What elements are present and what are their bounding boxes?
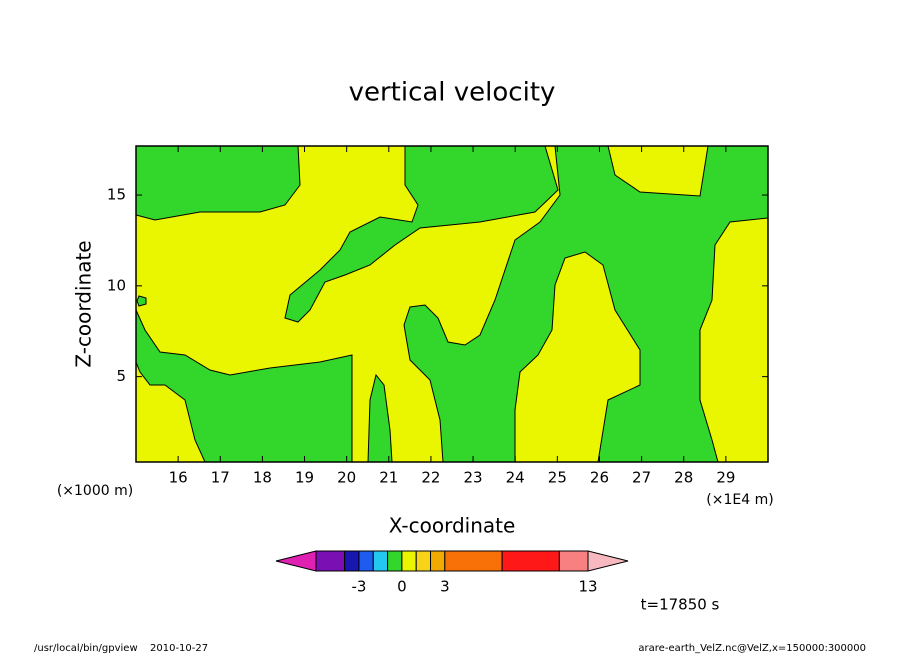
x-tick-label: 18 bbox=[253, 469, 272, 487]
x-axis-label: X-coordinate bbox=[389, 514, 516, 538]
colorbar-extension bbox=[587, 550, 629, 572]
colorbar-box bbox=[358, 550, 374, 572]
x-tick-label: 16 bbox=[169, 469, 188, 487]
x-tick-label: 23 bbox=[464, 469, 483, 487]
colorbar-box bbox=[401, 550, 417, 572]
x-tick-label: 17 bbox=[211, 469, 230, 487]
colorbar-box bbox=[558, 550, 589, 572]
x-tick-label: 26 bbox=[590, 469, 609, 487]
chart-title: vertical velocity bbox=[349, 78, 556, 108]
contour-region bbox=[367, 373, 393, 462]
time-label: t=17850 s bbox=[641, 596, 720, 614]
colorbar-box bbox=[344, 550, 360, 572]
colorbar-box bbox=[387, 550, 403, 572]
colorbar-box bbox=[315, 550, 346, 572]
colorbar-box bbox=[501, 550, 560, 572]
x-unit-label: (×1E4 m) bbox=[706, 492, 773, 508]
contour-region bbox=[136, 146, 301, 221]
y-unit-label: (×1000 m) bbox=[57, 483, 133, 499]
colorbar-box bbox=[372, 550, 389, 572]
colorbar-tick-label: -3 bbox=[351, 578, 366, 596]
x-tick-label: 27 bbox=[632, 469, 651, 487]
y-tick-label: 5 bbox=[116, 367, 126, 385]
footer-text: /usr/local/bin/gpview bbox=[34, 643, 138, 654]
contour-region bbox=[284, 146, 559, 323]
colorbar-extension bbox=[275, 550, 317, 572]
contour-field bbox=[136, 146, 768, 462]
footer-text: 2010-10-27 bbox=[150, 643, 208, 654]
colorbar-box bbox=[444, 550, 503, 572]
colorbar-box bbox=[430, 550, 446, 572]
x-tick-label: 29 bbox=[716, 469, 735, 487]
contour-region bbox=[136, 309, 353, 462]
footer-text: arare-earth_VelZ.nc@VelZ,x=150000:300000 bbox=[638, 643, 866, 654]
x-tick-label: 25 bbox=[548, 469, 567, 487]
x-tick-label: 24 bbox=[506, 469, 525, 487]
y-tick-label: 10 bbox=[107, 276, 126, 294]
x-tick-label: 22 bbox=[421, 469, 440, 487]
colorbar-tick-label: 3 bbox=[440, 578, 450, 596]
x-tick-label: 20 bbox=[337, 469, 356, 487]
contour-regions bbox=[136, 146, 768, 462]
colorbar-tick-label: 13 bbox=[578, 578, 597, 596]
colorbar-tick-label: 0 bbox=[397, 578, 407, 596]
y-tick-label: 15 bbox=[107, 186, 126, 204]
contour-region bbox=[136, 295, 147, 307]
x-tick-label: 19 bbox=[295, 469, 314, 487]
x-tick-label: 28 bbox=[674, 469, 693, 487]
colorbar-box bbox=[415, 550, 432, 572]
plot-frame bbox=[135, 145, 769, 463]
contour-region bbox=[403, 146, 768, 462]
y-axis-label: Z-coordinate bbox=[72, 240, 96, 367]
x-tick-label: 21 bbox=[379, 469, 398, 487]
